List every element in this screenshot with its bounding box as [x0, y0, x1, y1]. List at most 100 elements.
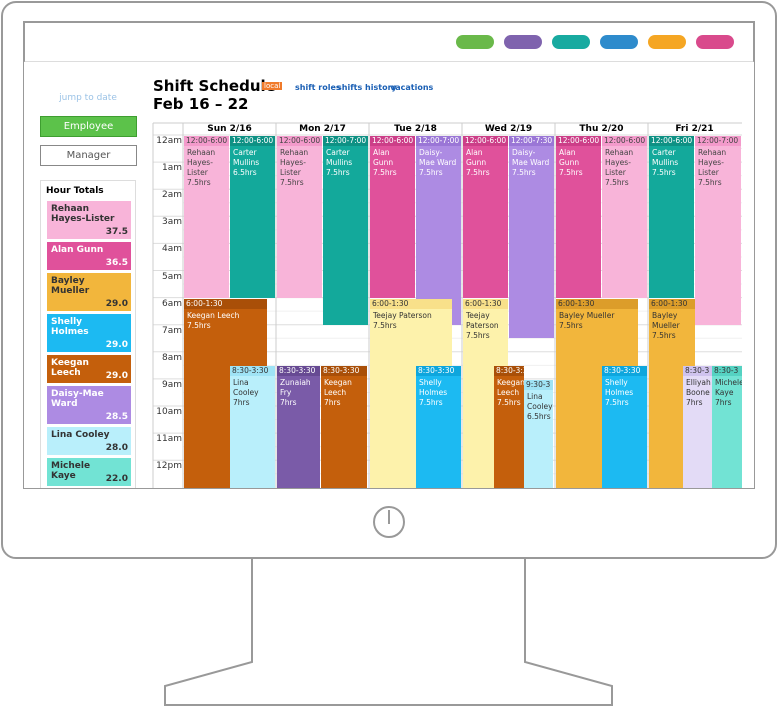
shift-hours: 7hrs [280, 398, 297, 408]
shift[interactable]: 8:30-3:30 Shelly Holmes 7.5hrs [602, 366, 647, 488]
shift-time: 8:30-3:30 [416, 366, 461, 377]
badge: local [262, 82, 283, 90]
manager-button[interactable]: Manager [40, 145, 137, 166]
hour-total-card[interactable]: Michele Kaye 22.0 [47, 458, 131, 486]
hour-label: 12am [156, 136, 182, 146]
shift[interactable]: 9:30-3 Lina Cooley 6.5hrs [524, 379, 553, 488]
day-header: Wed 2/19 [484, 124, 533, 134]
employee-name: Rehaan Hayes-Lister [51, 204, 115, 224]
shift[interactable]: 8:30-3:30 Shelly Holmes 7.5hrs [416, 366, 461, 488]
hour-label: 3am [161, 217, 182, 228]
shift-hours: 7.5hrs [605, 178, 629, 187]
shift-employee: Lina Cooley [233, 378, 259, 398]
shift[interactable]: 12:00-6:00 Carter Mullins 7.5hrs [649, 136, 694, 298]
shift[interactable]: 12:00-7:00 Carter Mullins 7.5hrs [323, 136, 368, 325]
shift-employee: Bayley Mueller [652, 310, 680, 330]
shift[interactable]: 8:30-3:30 Keegan Leech 7hrs [321, 366, 367, 488]
hour-total-card[interactable]: Lina Cooley 28.0 [47, 427, 131, 455]
shift[interactable]: 8:30-3:30 Lina Cooley 7hrs [230, 366, 275, 488]
shift-time: 12:00-6:00 [230, 136, 275, 146]
shift-employee: Carter Mullins [233, 148, 260, 167]
employee-name: Michele Kaye [51, 461, 91, 481]
link[interactable]: shift roles [295, 83, 341, 92]
employee-name: Lina Cooley [51, 430, 110, 440]
employee-hours: 28.5 [105, 412, 128, 422]
shift-time: 6:00-1:30 [556, 298, 638, 309]
date-range: Feb 16 – 22 [153, 95, 249, 113]
hour-label: 1am [161, 163, 182, 174]
hour-label: 4am [161, 244, 182, 255]
shift[interactable]: 8:30-3 Elliyah Boone 7hrs [683, 366, 712, 488]
hour-label: 8am [161, 352, 182, 363]
employee-hours: 37.5 [105, 227, 128, 237]
shift-time: 8:30-3:30 [230, 366, 275, 377]
jump-to-date[interactable]: jump to date [59, 93, 117, 103]
link[interactable]: shifts history [337, 83, 397, 92]
shift-time: 8:30-3:30 [494, 366, 524, 377]
shift-employee: Rehaan Hayes-Lister [280, 148, 309, 177]
shift[interactable]: 12:00-7:30 Daisy-Mae Ward 7.5hrs [509, 136, 554, 339]
employee-button[interactable]: Employee [40, 116, 137, 137]
hour-totals: Hour Totals Rehaan Hayes-Lister 37.5 Alan … [40, 180, 136, 488]
shift-employee: Alan Gunn [559, 148, 580, 167]
shift-employee: Alan Gunn [466, 148, 487, 167]
shift-employee: Daisy-Mae Ward [512, 148, 550, 167]
shift[interactable]: 12:00-7:00 Daisy-Mae Ward 7.5hrs [416, 136, 461, 325]
employee-hours: 36.5 [105, 258, 128, 268]
shift-hours: 7.5hrs [698, 178, 722, 187]
shift-employee: Michele Kaye [715, 378, 742, 398]
shift-hours: 7.5hrs [466, 330, 490, 340]
day-header: Fri 2/21 [675, 124, 714, 134]
shift-time: 12:00-7:00 [695, 136, 741, 146]
shift-hours: 7.5hrs [326, 168, 350, 177]
shift-hours: 7.5hrs [466, 168, 490, 177]
shift-employee: Keegan Leech [324, 378, 352, 398]
shift-hours: 7.5hrs [652, 330, 676, 340]
shift-hours: 7.5hrs [652, 168, 676, 177]
shift-time: 12:00-6:00 [649, 136, 694, 146]
shift[interactable]: 12:00-6:00 Carter Mullins 6.5hrs [230, 136, 275, 298]
link[interactable]: vacations [390, 83, 434, 92]
shift-time: 8:30-3:30 [321, 366, 367, 377]
shift[interactable]: 12:00-6:00 Rehaan Hayes-Lister 7.5hrs [184, 136, 229, 298]
shift[interactable]: 8:30-3 Michele Kaye 7hrs [712, 366, 742, 488]
shift-time: 12:00-6:00 [370, 136, 415, 146]
shift[interactable]: 12:00-6:00 Alan Gunn 7.5hrs [556, 136, 601, 298]
shift-employee: Teejay Paterson [466, 310, 499, 330]
shift-employee: Bayley Mueller [559, 310, 615, 320]
day-header: Sun 2/16 [207, 124, 252, 134]
shift[interactable]: 12:00-6:00 Rehaan Hayes-Lister 7.5hrs [602, 136, 647, 298]
hour-total-card[interactable]: Alan Gunn 36.5 [47, 242, 131, 270]
shift-hours: 7.5hrs [373, 168, 397, 177]
hour-total-card[interactable]: Daisy-Mae Ward 28.5 [47, 386, 131, 424]
employee-name: Daisy-Mae Ward [51, 389, 104, 409]
hour-total-card[interactable]: Keegan Leech 29.0 [47, 355, 131, 383]
shift-time: 6:00-1:30 [184, 298, 267, 309]
shift-time: 12:00-6:00 [463, 136, 508, 146]
employee-name: Shelly Holmes [51, 317, 89, 337]
employee-name: Keegan Leech [51, 358, 89, 378]
shift[interactable]: 12:00-7:00 Rehaan Hayes-Lister 7.5hrs [695, 136, 741, 325]
shift-employee: Rehaan Hayes-Lister [187, 148, 216, 177]
shift[interactable]: 12:00-6:00 Alan Gunn 7.5hrs [370, 136, 415, 298]
shift-time: 8:30-3:30 [277, 366, 320, 377]
hour-total-card[interactable]: Rehaan Hayes-Lister 37.5 [47, 201, 131, 239]
hour-total-card[interactable]: Bayley Mueller 29.0 [47, 273, 131, 311]
shift-hours: 7.5hrs [559, 320, 583, 330]
shift-hours: 7hrs [715, 398, 732, 408]
shift-hours: 7.5hrs [497, 398, 521, 408]
shift[interactable]: 8:30-3:30 Zunaiah Fry 7hrs [277, 366, 320, 488]
shift[interactable]: 12:00-6:00 Alan Gunn 7.5hrs [463, 136, 508, 298]
shift-employee: Daisy-Mae Ward [419, 148, 457, 167]
shift-time: 12:00-6:00 [556, 136, 601, 146]
shift-time: 12:00-7:00 [323, 136, 368, 146]
employee-hours: 22.0 [105, 474, 128, 484]
day-header: Tue 2/18 [394, 124, 437, 134]
hour-total-card[interactable]: Shelly Holmes 29.0 [47, 314, 131, 352]
shift-employee: Keegan Leech [187, 310, 240, 320]
day-header: Thu 2/20 [579, 124, 624, 134]
shift[interactable]: 12:00-6:00 Rehaan Hayes-Lister 7.5hrs [277, 136, 322, 298]
shift-time: 6:00-1:30 [463, 298, 508, 309]
